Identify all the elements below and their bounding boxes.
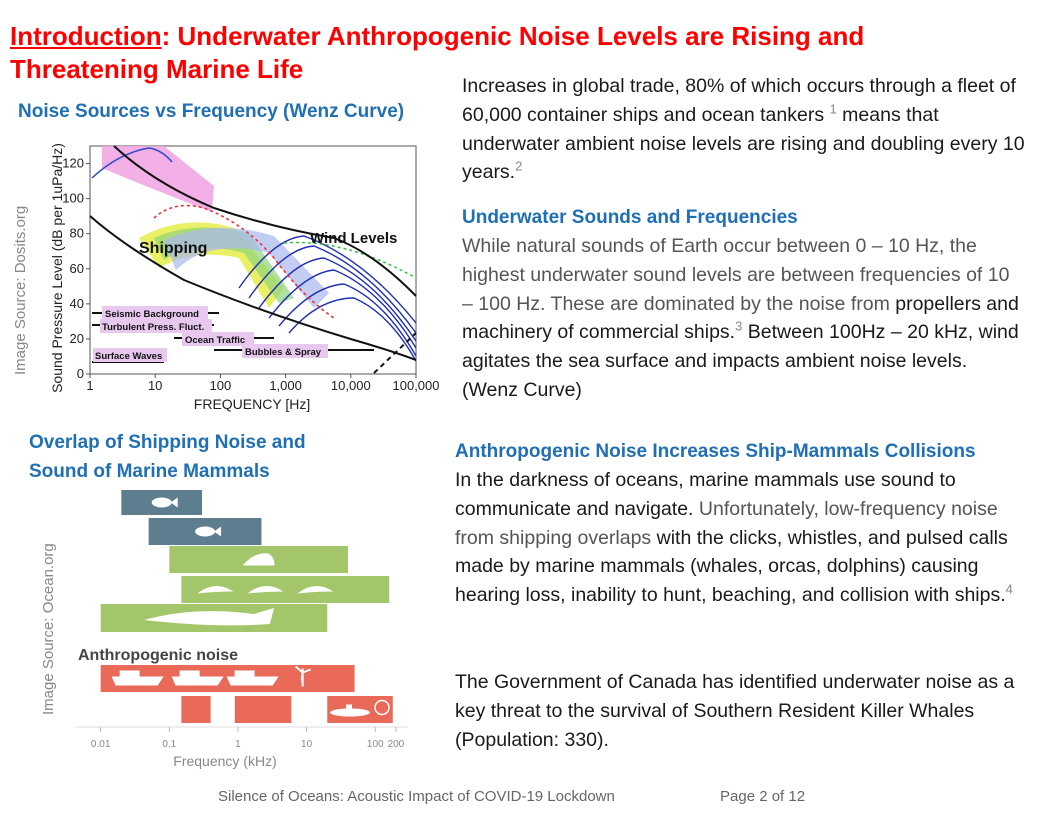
red-dashed-curve — [153, 204, 335, 319]
surface-label: Surface Waves — [95, 351, 162, 362]
p2-text-a: While natural sounds of Earth occur betw… — [462, 235, 1010, 315]
overlap-xtick-label: 1 — [235, 739, 241, 750]
footnote-1: 1 — [829, 101, 837, 117]
wenz-ytick-label: 100 — [62, 191, 84, 206]
fish-icon — [151, 497, 178, 508]
p2-text-d: Between 100Hz – 20 kHz, wind agitates th… — [462, 321, 1019, 401]
wind-curves — [238, 235, 417, 362]
overlap-xtick-label: 200 — [388, 739, 405, 750]
overlap-heading-line1: Overlap of Shipping Noise and — [29, 432, 306, 453]
traffic-box — [182, 332, 254, 346]
black-lower-curve — [89, 215, 417, 361]
wenz-ytick-label: 80 — [70, 226, 84, 241]
shipping-band-blue — [164, 227, 329, 308]
fish-icon — [195, 526, 222, 537]
seismic-label: Seismic Background — [105, 309, 199, 320]
heading-collisions: Anthropogenic Noise Increases Ship-Mamma… — [455, 441, 976, 462]
blue-low-curve — [91, 147, 173, 179]
p1-text-a: Increases in global trade, 80% of which … — [462, 75, 1016, 126]
wenz-heading: Noise Sources vs Frequency (Wenz Curve) — [18, 101, 405, 122]
p1-text-b: means that underwater ambient noise leve… — [462, 103, 1025, 184]
traffic-label: Ocean Traffic — [185, 335, 245, 346]
anthro-label: Anthropogenic noise — [78, 647, 238, 664]
black-upper-curve — [113, 145, 417, 297]
overlap-xtick-label: 0.1 — [162, 739, 176, 750]
overlap-source: Image Source: Ocean.org — [40, 543, 57, 715]
page-number: Page 2 of 12 — [720, 788, 806, 805]
wenz-xtick-label: 1 — [86, 378, 93, 393]
overlap-bar — [181, 696, 211, 723]
p3-text-b: Unfortunately, low-frequency noise from … — [455, 497, 998, 549]
surface-box — [93, 348, 167, 362]
overlap-heading-line2: Sound of Marine Mammals — [29, 461, 270, 482]
shipping-label: Shipping — [139, 240, 207, 257]
seismic-box — [102, 306, 208, 320]
black-dashed-curve — [373, 332, 417, 374]
p2-text-c: propellers and machinery of commercial s… — [462, 292, 1019, 344]
dolphin-icon — [197, 585, 334, 594]
seal-icon — [242, 553, 275, 566]
footnote-4: 4 — [1005, 581, 1013, 597]
overlap-xlabel: Frequency (kHz) — [173, 753, 276, 769]
footer-title: Silence of Oceans: Acoustic Impact of CO… — [218, 788, 615, 805]
wenz-ytick-label: 20 — [70, 331, 84, 346]
turbulent-box — [100, 319, 212, 333]
overlap-xtick-label: 100 — [367, 739, 384, 750]
wenz-ytick-label: 60 — [70, 261, 84, 276]
wenz-ytick-label: 40 — [70, 296, 84, 311]
overlap-bar — [234, 696, 292, 723]
ship-icon — [111, 665, 311, 687]
overlap-bars — [100, 490, 393, 723]
wenz-xtick-label: 100,000 — [393, 378, 440, 393]
overlap-ticks: 0.01 0.1 1 10 100 200 — [75, 726, 408, 750]
whale-icon — [143, 608, 274, 626]
overlap-chart: Anthropogenic noise 0.01 0.1 1 10 100 200 Fre… — [75, 490, 408, 769]
title-underlined: Introduction — [10, 21, 162, 51]
wenz-xtick-label: 10,000 — [331, 378, 371, 393]
p3-text-a: In the darkness of oceans, marine mammal… — [455, 469, 956, 520]
p3-text-c: with the clicks, whistles, and pulsed ca… — [455, 526, 1008, 607]
heading-sounds-frequencies: Underwater Sounds and Frequencies — [462, 207, 798, 228]
wenz-ticks: 1 10 100 1,000 10,000 100,000 0 20 40 60 80 100 120 — [62, 156, 439, 393]
paragraph-trade: Increases in global trade, 80% of which … — [462, 72, 1034, 187]
bubbles-box — [242, 344, 328, 358]
turbulent-label: Turbulent Press. Fluct. — [102, 322, 204, 333]
wind-upper-dashed — [283, 241, 417, 279]
wenz-ytick-label: 120 — [62, 156, 84, 171]
title-rest: : Underwater Anthropogenic Noise Levels … — [10, 21, 865, 84]
overlap-xtick-label: 10 — [301, 739, 313, 750]
page-title: Introduction: Underwater Anthropogenic N… — [10, 20, 970, 86]
footnote-2: 2 — [515, 158, 523, 174]
p2-text-b: noise from — [798, 292, 896, 315]
wenz-xtick-label: 1,000 — [269, 378, 302, 393]
wenz-source: Image Source: Dosits.org — [12, 205, 29, 375]
submarine-icon — [330, 699, 390, 717]
wenz-ytick-label: 0 — [77, 366, 84, 381]
wind-label: Wind Levels — [310, 230, 397, 247]
wenz-xtick-label: 100 — [210, 378, 232, 393]
paragraph-frequencies: While natural sounds of Earth occur betw… — [462, 232, 1022, 405]
paragraph-mammals: In the darkness of oceans, marine mammal… — [455, 466, 1035, 610]
bubbles-label: Bubbles & Spray — [245, 347, 322, 358]
wenz-xlabel: FREQUENCY [Hz] — [194, 396, 310, 412]
wenz-chart: Sound Pressure Level (dB per 1uPa/Hz) Se… — [49, 143, 440, 412]
overlap-xtick-label: 0.01 — [91, 739, 111, 750]
footnote-3: 3 — [735, 318, 743, 334]
paragraph-canada: The Government of Canada has identified … — [455, 671, 1015, 751]
wenz-xtick-label: 10 — [148, 378, 162, 393]
wenz-ylabel: Sound Pressure Level (dB per 1uPa/Hz) — [49, 143, 65, 393]
